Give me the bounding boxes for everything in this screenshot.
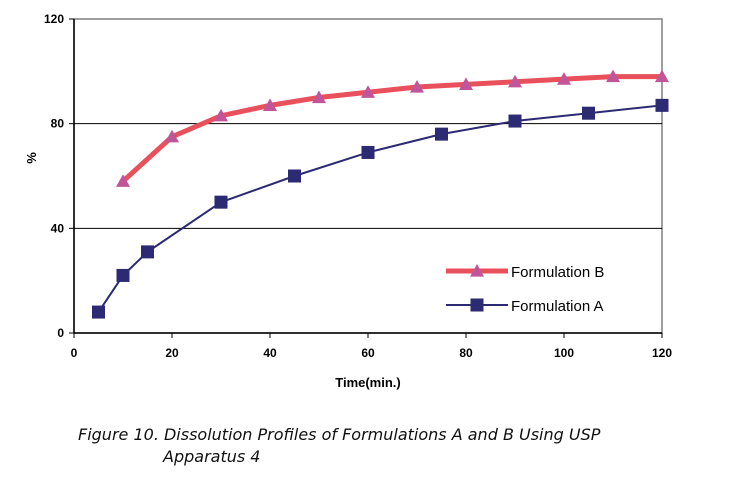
data-point-formulation-b bbox=[116, 174, 130, 187]
data-point-formulation-b bbox=[459, 77, 473, 91]
x-tick-label-20: 20 bbox=[165, 346, 179, 360]
data-point-formulation-a bbox=[288, 169, 301, 183]
figure-caption: Figure 10. Dissolution Profiles of Formu… bbox=[78, 424, 698, 468]
dissolution-chart: 0 20 40 60 80 100 120 0 40 80 120 Time(min.) % Fo… bbox=[24, 12, 672, 390]
legend: Formulation B Formulation A bbox=[446, 264, 604, 315]
legend-label-formulation-a: Formulation A bbox=[511, 298, 604, 315]
legend-item-formulation-a: Formulation A bbox=[446, 298, 604, 315]
plot-area bbox=[73, 18, 663, 334]
data-point-formulation-b bbox=[361, 85, 375, 98]
data-point-formulation-b bbox=[410, 80, 424, 93]
series-line-formulation-a bbox=[97, 104, 663, 314]
data-point-formulation-a bbox=[435, 127, 448, 141]
data-point-formulation-a bbox=[655, 98, 669, 112]
x-tick-label-40: 40 bbox=[263, 346, 277, 360]
legend-marker-square bbox=[470, 298, 484, 312]
legend-label-formulation-b: Formulation B bbox=[511, 264, 604, 281]
x-tick-label-0: 0 bbox=[71, 346, 78, 360]
y-tick-label-120: 120 bbox=[44, 12, 64, 26]
data-point-formulation-b bbox=[214, 108, 228, 122]
y-tick-label-80: 80 bbox=[51, 117, 65, 131]
data-point-formulation-b bbox=[655, 69, 669, 83]
x-tick-label-80: 80 bbox=[459, 346, 473, 360]
caption-line-2: Apparatus 4 bbox=[163, 447, 261, 466]
caption-line-1: Figure 10. Dissolution Profiles of Formu… bbox=[78, 425, 601, 444]
data-point-formulation-a bbox=[116, 268, 130, 282]
data-point-formulation-b bbox=[606, 69, 620, 83]
data-point-formulation-b bbox=[263, 98, 277, 111]
y-axis-label: % bbox=[24, 152, 39, 164]
data-point-formulation-a bbox=[582, 106, 595, 120]
data-point-formulation-b bbox=[312, 90, 326, 104]
y-tick-label-40: 40 bbox=[51, 221, 65, 235]
series-group bbox=[92, 69, 669, 319]
data-point-formulation-a bbox=[361, 145, 375, 159]
x-axis-label: Time(min.) bbox=[335, 375, 401, 390]
x-tick-label-100: 100 bbox=[554, 346, 574, 360]
data-point-formulation-b bbox=[165, 129, 179, 143]
data-point-formulation-b bbox=[557, 72, 571, 85]
x-tick-label-120: 120 bbox=[652, 346, 672, 360]
data-point-formulation-a bbox=[508, 114, 522, 128]
legend-item-formulation-b: Formulation B bbox=[446, 264, 604, 281]
series-line-formulation-b bbox=[120, 74, 665, 184]
data-point-formulation-a bbox=[214, 195, 228, 209]
legend-marker-triangle bbox=[470, 264, 484, 277]
y-tick-labels: 0 40 80 120 bbox=[44, 12, 74, 340]
data-point-formulation-a bbox=[141, 245, 154, 259]
x-tick-label-60: 60 bbox=[361, 346, 375, 360]
data-point-formulation-a bbox=[92, 305, 105, 319]
x-tick-labels: 0 20 40 60 80 100 120 bbox=[71, 333, 672, 360]
gridlines bbox=[74, 123, 662, 229]
data-point-formulation-b bbox=[508, 74, 522, 88]
y-tick-label-0: 0 bbox=[57, 326, 64, 340]
